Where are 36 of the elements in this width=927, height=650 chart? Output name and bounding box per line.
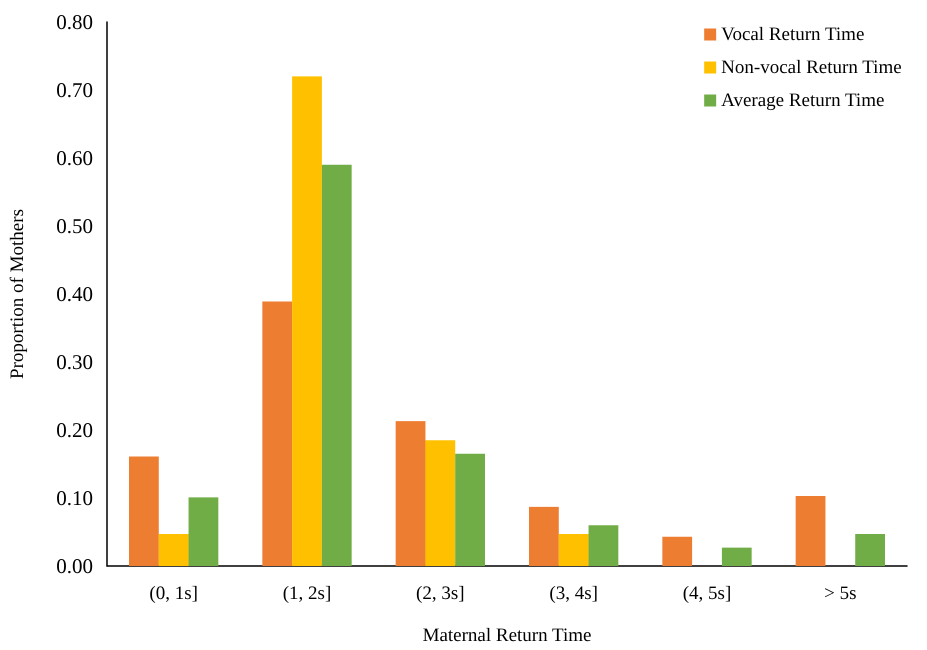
x-axis-title: Maternal Return Time [422,625,592,646]
legend-label: Non-vocal Return Time [721,57,902,78]
legend-label: Average Return Time [721,90,884,111]
bar [558,534,589,566]
bar [796,496,826,566]
x-tick-label: (1, 2s] [282,583,332,604]
y-tick-label: 0.40 [56,282,93,306]
bar [129,456,159,566]
bar [855,534,885,566]
bar [262,301,292,566]
bar [396,421,426,566]
legend-label: Vocal Return Time [721,24,864,45]
bar [322,164,352,566]
x-tick-label: (3, 4s] [549,583,598,604]
bar [188,497,218,566]
y-tick-label: 0.00 [56,554,93,578]
bar [425,440,456,566]
bar [722,548,752,566]
bar [662,536,692,566]
x-tick-label: > 5s [824,583,857,604]
bar [292,76,322,566]
bar [588,525,618,566]
x-tick-label: (2, 3s] [416,583,465,604]
y-tick-label: 0.50 [56,214,93,238]
bar [455,454,485,566]
y-axis-title: Proportion of Mothers [7,209,28,379]
y-tick-label: 0.10 [56,486,93,510]
y-tick-label: 0.20 [56,418,93,442]
bar [158,534,189,566]
y-tick-label: 0.60 [56,146,93,170]
bar [529,506,559,566]
x-tick-label: (4, 5s] [682,583,732,604]
y-tick-label: 0.80 [56,10,93,34]
y-tick-label: 0.30 [56,350,93,374]
x-tick-label: (0, 1s] [149,583,198,604]
y-tick-label: 0.70 [56,78,93,102]
